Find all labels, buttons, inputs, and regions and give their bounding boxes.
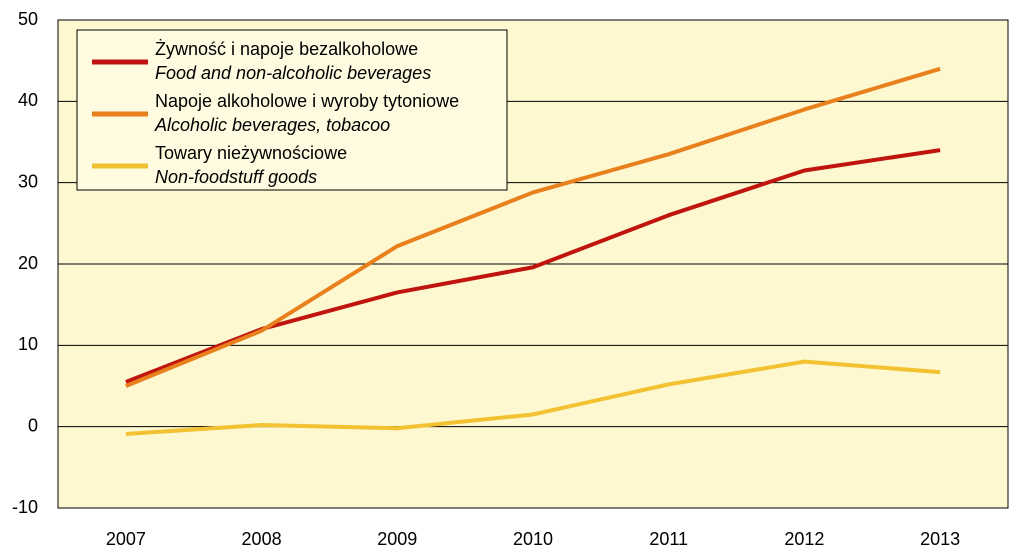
lines bbox=[125, 66, 941, 436]
legend-label-en: Alcoholic beverages, tobacoo bbox=[154, 115, 390, 135]
x-tick-label: 2007 bbox=[106, 529, 146, 549]
y-tick-label: 20 bbox=[18, 253, 38, 273]
series-line bbox=[125, 66, 941, 388]
x-tick-label: 2011 bbox=[649, 529, 688, 549]
y-tick-label: 10 bbox=[18, 334, 38, 354]
y-tick-label: 30 bbox=[18, 171, 38, 191]
legend-label: Żywność i napoje bezalkoholowe bbox=[155, 39, 418, 59]
x-tick-label: 2010 bbox=[513, 529, 553, 549]
x-tick-label: 2012 bbox=[784, 529, 824, 549]
y-tick-label: -10 bbox=[12, 497, 38, 517]
x-tick-label: 2013 bbox=[920, 529, 960, 549]
y-tick-label: 0 bbox=[28, 415, 38, 435]
legend-label: Towary nieżywnościowe bbox=[155, 143, 347, 163]
y-tick-label: 50 bbox=[18, 9, 38, 29]
y-tick-label: 40 bbox=[18, 90, 38, 110]
x-tick-label: 2008 bbox=[242, 529, 282, 549]
series-line bbox=[125, 359, 941, 436]
legend bbox=[76, 29, 508, 191]
legend-label-en: Non-foodstuff goods bbox=[155, 167, 317, 187]
x-tick-label: 2009 bbox=[377, 529, 417, 549]
legend-label: Napoje alkoholowe i wyroby tytoniowe bbox=[155, 91, 459, 111]
legend-label-en: Food and non-alcoholic beverages bbox=[155, 63, 431, 83]
